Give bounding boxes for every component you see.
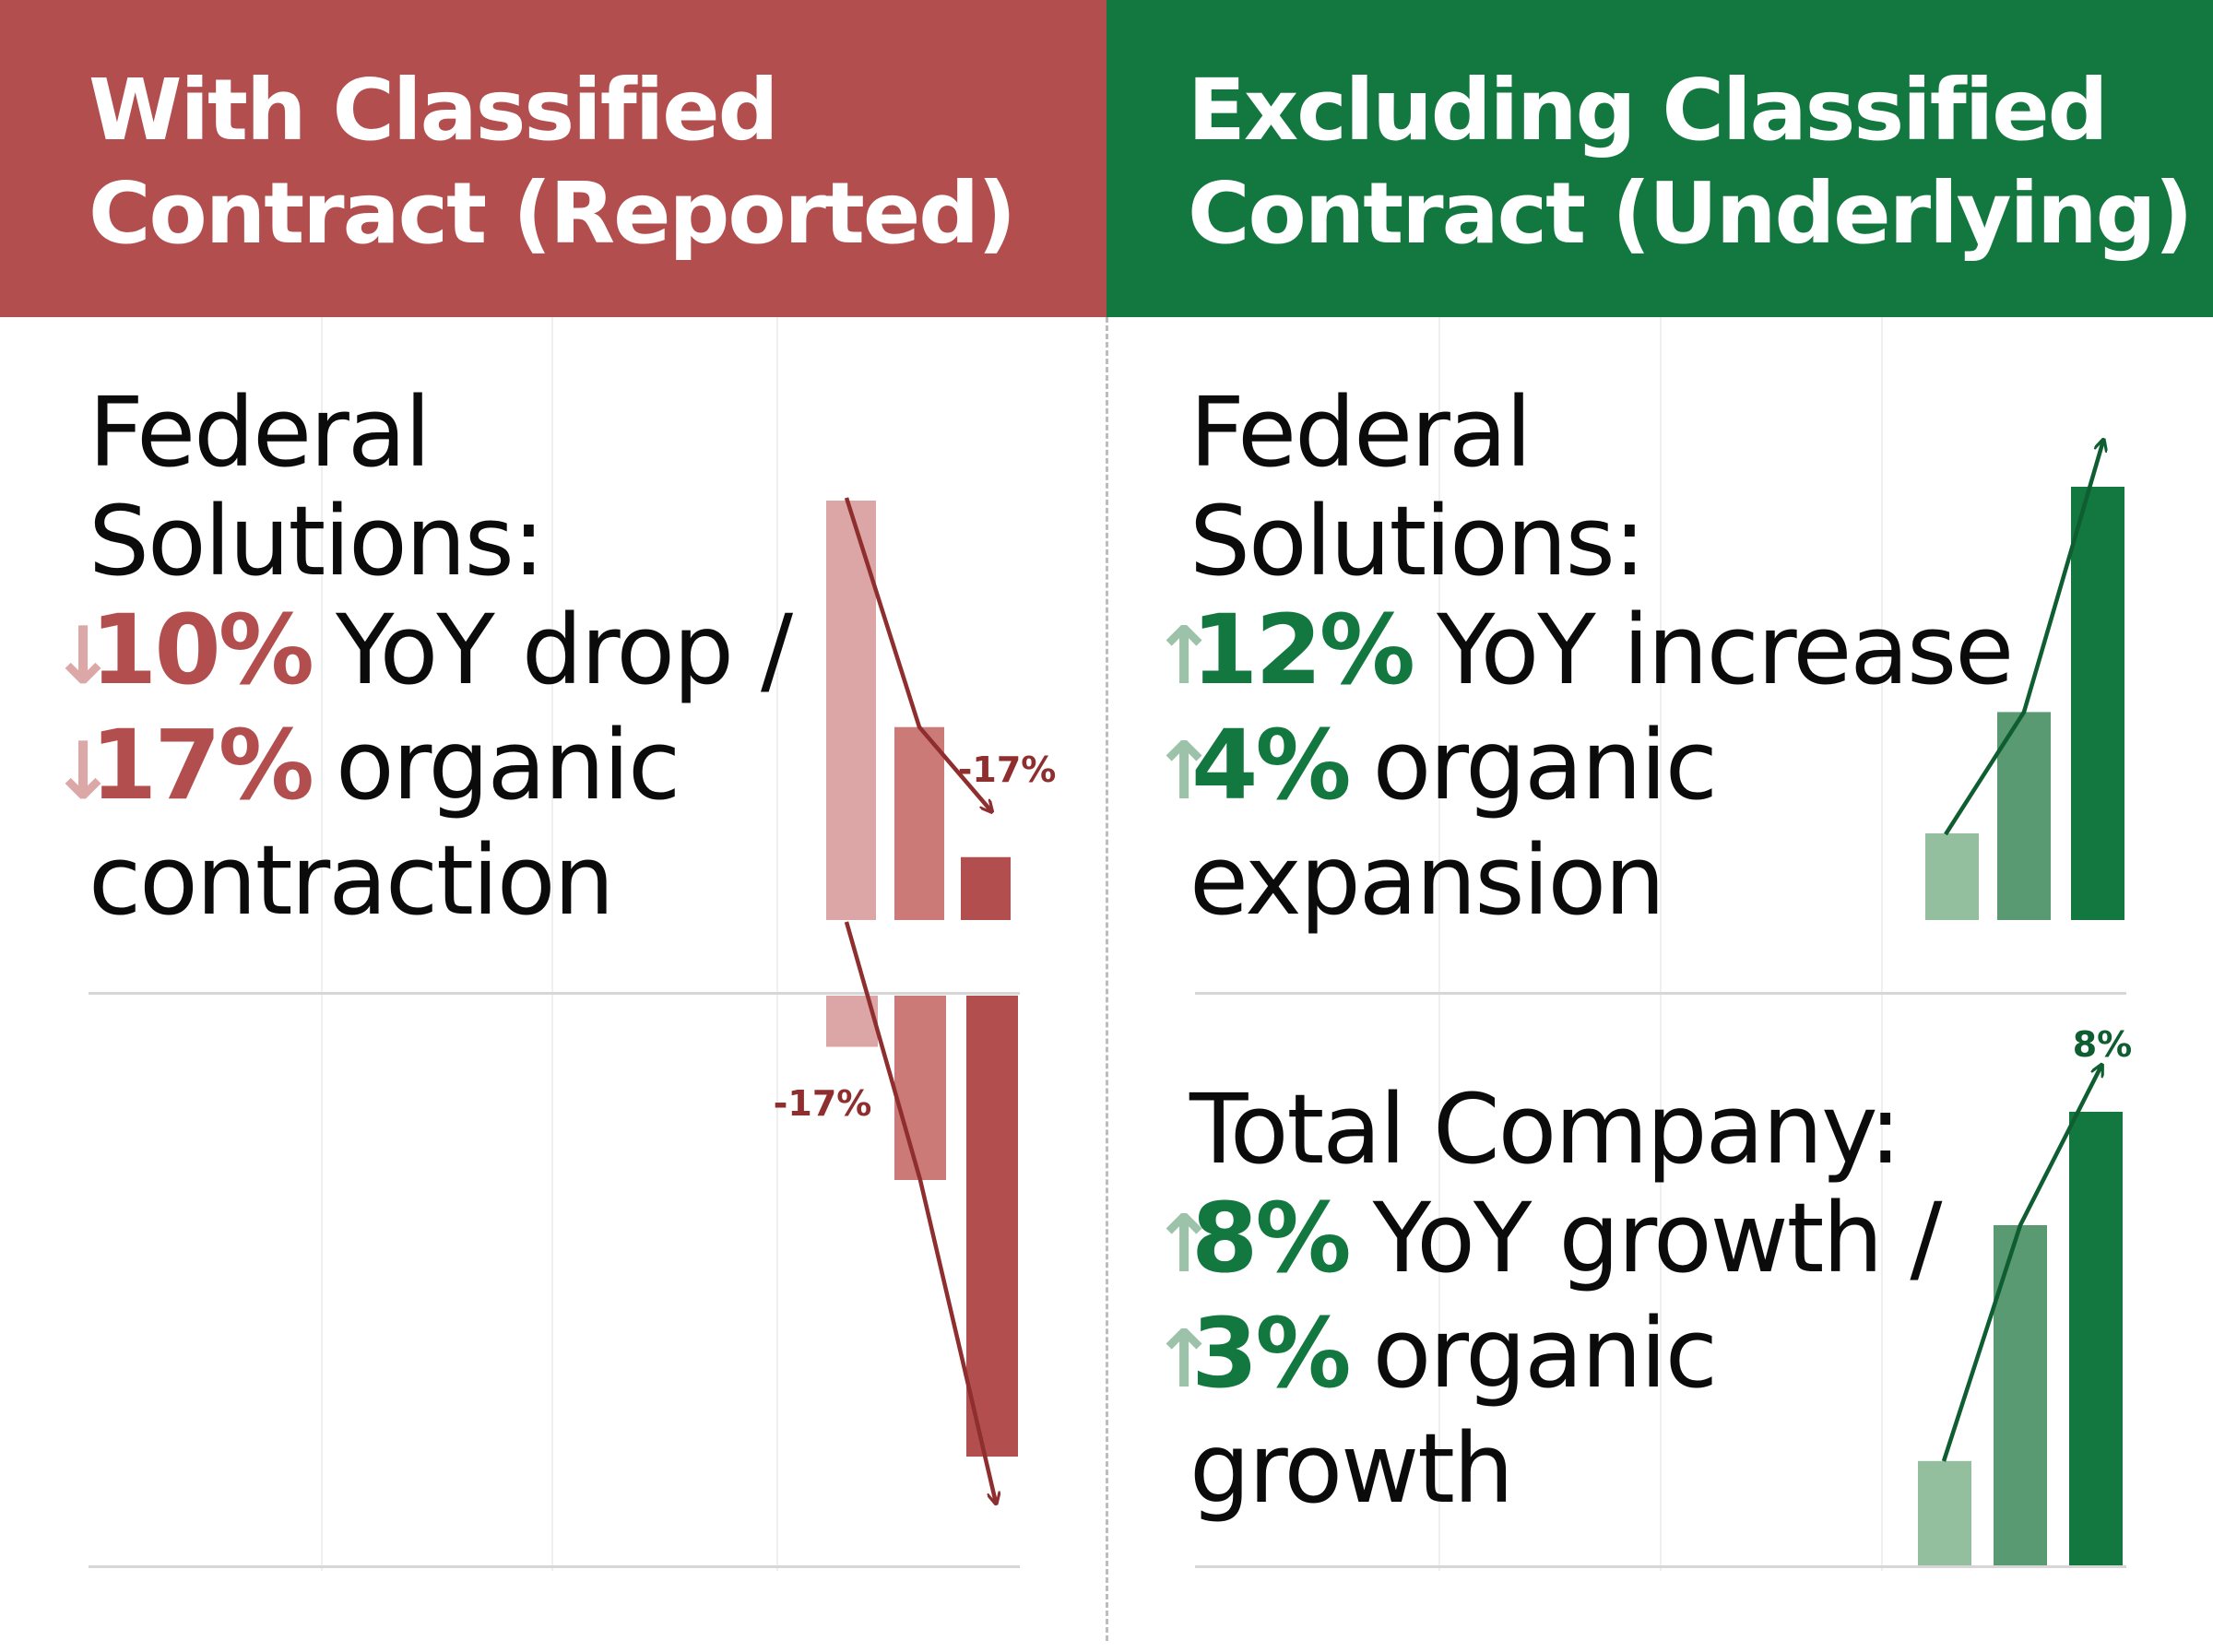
federal-solutions-underlying: Federal Solutions: ↑ 12% YoY increase ↑ …	[1151, 376, 2014, 937]
metric-organic: ↑ 4% organic	[1151, 711, 2012, 826]
metric-text: organic	[1372, 709, 1718, 821]
header-title-underlying: Excluding Classified Contract (Underlyin…	[1188, 59, 2194, 266]
panel-divider	[1106, 317, 1108, 1641]
metric-value: 4%	[1191, 709, 1352, 821]
metric-text: YoY drop /	[335, 594, 793, 706]
federal-solutions-reported: Federal Solutions: ↓ 10% YoY drop / ↓ 17…	[50, 376, 793, 937]
header-reported: With Classified Contract (Reported)	[0, 0, 1106, 317]
grid-line	[1881, 317, 1883, 1571]
metric-value: 17%	[90, 709, 314, 821]
metric-yoy: ↑ 12% YoY increase	[1151, 594, 2014, 711]
trend-arrow-left-federal	[844, 497, 991, 811]
segment-label: expansion	[1189, 824, 1665, 937]
metric-organic: ↑ 3% organic	[1151, 1299, 1940, 1414]
grid-line	[1438, 317, 1440, 1571]
header-title-line: Contract (Reported)	[89, 164, 1016, 263]
baseline	[1195, 992, 2126, 995]
data-label-right-total: 8%	[2073, 1024, 2133, 1065]
data-label-left-total: -17%	[774, 1083, 872, 1124]
metric-text: YoY increase	[1436, 594, 2014, 706]
bar-left-total-3	[966, 996, 1018, 1457]
bar-right-federal-1	[1925, 833, 1979, 920]
metric-text: organic	[335, 709, 680, 821]
trend-arrow-left-total	[844, 921, 996, 1503]
baseline	[1195, 1565, 2126, 1568]
bar-left-federal-3	[961, 856, 1011, 920]
segment-label: Total Company:	[1189, 1073, 1901, 1186]
trend-arrow-right-federal	[1944, 441, 2103, 836]
grid-line	[321, 317, 323, 1571]
segment-label: Solutions:	[89, 485, 545, 597]
header-title-line: Contract (Underlying)	[1188, 164, 2194, 263]
metric-text: YoY growth /	[1372, 1182, 1943, 1294]
header-title-line: Excluding Classified	[1188, 61, 2109, 159]
segment-label: Federal	[89, 376, 432, 489]
metric-text: organic	[1372, 1297, 1718, 1410]
data-label-left-federal: -17%	[958, 749, 1057, 790]
grid-line	[1660, 317, 1662, 1571]
header-title-line: With Classified	[89, 61, 779, 159]
grid-line	[776, 317, 778, 1571]
metric-organic: ↓ 17% organic	[50, 711, 791, 826]
metric-yoy: ↓ 10% YoY drop /	[50, 594, 793, 711]
segment-label: growth	[1189, 1412, 1514, 1525]
metric-value: 10%	[90, 594, 314, 706]
segment-label: contraction	[89, 824, 614, 937]
bar-right-total-1	[1918, 1460, 1971, 1565]
total-company-underlying: Total Company: ↑ 8% YoY growth / ↑ 3% or…	[1151, 1073, 1942, 1525]
metric-value: 12%	[1191, 594, 1415, 706]
bar-right-federal-3	[2071, 487, 2124, 920]
bar-right-federal-2	[1997, 712, 2051, 920]
bar-left-federal-2	[894, 726, 944, 920]
header-underlying: Excluding Classified Contract (Underlyin…	[1106, 0, 2213, 317]
bar-right-total-3	[2069, 1112, 2123, 1565]
segment-label: Solutions:	[1189, 485, 1646, 597]
bar-left-total-2	[894, 996, 946, 1180]
metric-yoy: ↑ 8% YoY growth /	[1151, 1182, 1943, 1299]
grid-line	[551, 317, 553, 1571]
header-title-reported: With Classified Contract (Reported)	[89, 59, 1016, 266]
baseline	[89, 1565, 1020, 1568]
segment-label: Federal	[1189, 376, 1533, 489]
trend-arrow-right-total	[1941, 1066, 2101, 1462]
metric-value: 3%	[1191, 1297, 1352, 1410]
baseline	[89, 992, 1020, 995]
metric-value: 8%	[1191, 1182, 1352, 1294]
